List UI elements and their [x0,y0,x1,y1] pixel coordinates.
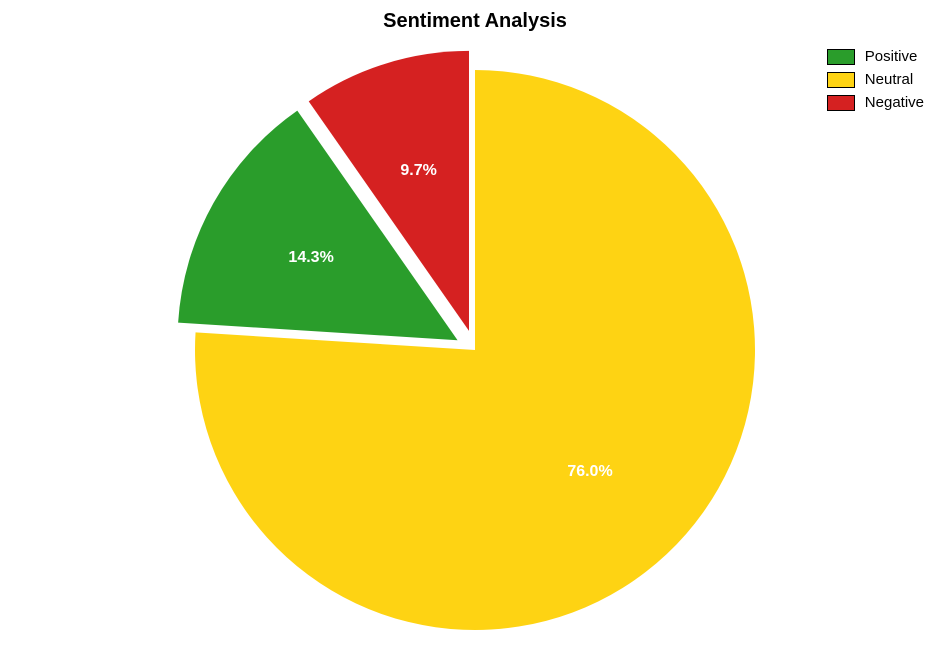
slice-label-positive: 14.3% [288,249,333,267]
pie-chart-svg [165,50,785,660]
legend-item-negative: Negative [827,94,924,111]
legend-item-neutral: Neutral [827,71,924,88]
chart-legend: Positive Neutral Negative [827,48,924,117]
chart-title: Sentiment Analysis [383,10,567,33]
legend-item-positive: Positive [827,48,924,65]
legend-swatch-positive [827,49,855,65]
legend-swatch-negative [827,95,855,111]
legend-label-positive: Positive [865,48,918,65]
legend-swatch-neutral [827,72,855,88]
slice-label-neutral: 76.0% [567,463,612,481]
slice-label-negative: 9.7% [400,162,436,180]
legend-label-neutral: Neutral [865,71,913,88]
legend-label-negative: Negative [865,94,924,111]
sentiment-pie-chart: Sentiment Analysis Positive Neutral Nega… [0,0,950,662]
